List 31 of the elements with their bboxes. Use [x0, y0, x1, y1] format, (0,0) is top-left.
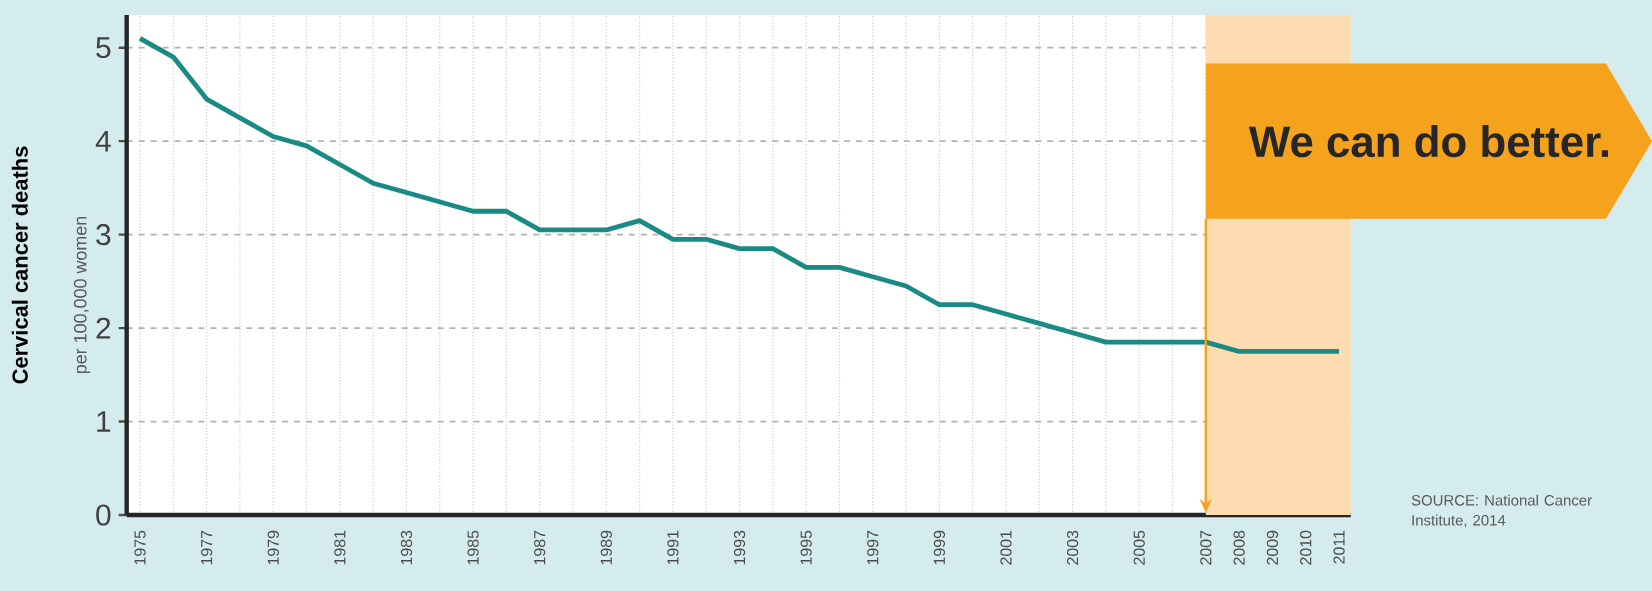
x-tick-label: 1989 — [600, 530, 612, 565]
y-axis-title: Cervical cancer deaths — [11, 146, 28, 384]
x-tick-label: 2001 — [1000, 530, 1012, 565]
x-tick-label: 1995 — [800, 530, 812, 565]
x-tick-label: 1983 — [400, 530, 413, 565]
x-tick-label: 2009 — [1266, 530, 1279, 565]
x-tick-label: 1979 — [267, 530, 279, 565]
y-tick-label: 3 — [96, 224, 111, 246]
x-tick-label: 2011 — [1333, 530, 1345, 564]
x-tick-label: 2008 — [1233, 530, 1245, 565]
x-tick-label: 1975 — [134, 530, 146, 565]
x-tick-label: 1997 — [867, 530, 879, 565]
y-tick-label: 1 — [97, 411, 111, 432]
x-tick-label: 1991 — [667, 530, 679, 565]
x-tick-label: 2007 — [1200, 530, 1212, 565]
y-tick-label: 4 — [95, 130, 111, 152]
text: per 100,000 women — [73, 216, 91, 374]
annotation: We can do better. — [1248, 125, 1608, 158]
x-tick-label: 1999 — [933, 530, 946, 565]
source-note: SOURCE: National Cancer Institute, 2014 — [1411, 494, 1592, 528]
y-tick-label: 5 — [96, 37, 111, 59]
x-tick-label: 1985 — [467, 530, 479, 565]
x-tick-label: 2010 — [1300, 530, 1312, 565]
x-tick-label: 2005 — [1133, 530, 1145, 565]
x-tick-label: 1993 — [733, 530, 746, 565]
x-tick-label: 1987 — [534, 530, 546, 565]
x-tick-label: 2003 — [1066, 530, 1079, 565]
x-tick-label: 1977 — [200, 530, 213, 565]
y-tick-label: 2 — [96, 317, 111, 339]
x-tick-label: 1981 — [334, 530, 346, 565]
y-tick-label: 0 — [96, 504, 111, 526]
